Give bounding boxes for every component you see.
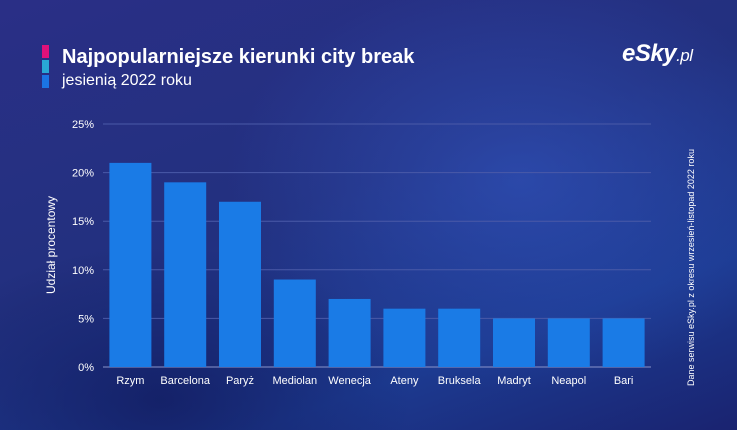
y-tick-label: 10% [72, 265, 94, 277]
x-category-label: Bruksela [438, 375, 482, 387]
x-category-label: Mediolan [272, 375, 317, 387]
x-category-label: Paryż [226, 375, 254, 387]
bar-barcelona [164, 182, 207, 367]
x-category-label: Neapol [551, 375, 586, 387]
x-category-label: Wenecja [328, 375, 371, 387]
bar-rzym [109, 162, 152, 367]
bar-wenecja [328, 298, 371, 367]
y-tick-label: 15% [72, 216, 94, 228]
bar-madryt [493, 318, 535, 367]
x-category-label: Madryt [497, 375, 531, 387]
x-category-label: Rzym [116, 375, 144, 387]
bar-paryż [219, 201, 261, 367]
accent-bar-blue [42, 75, 49, 88]
chart-title: Najpopularniejsze kierunki city break [62, 46, 415, 68]
y-tick-label: 20% [72, 168, 94, 180]
title-accent-bars [42, 45, 50, 90]
bar-neapol [547, 318, 590, 367]
x-category-label: Bari [614, 375, 634, 387]
bar-bari [602, 318, 645, 367]
x-category-label: Barcelona [160, 375, 210, 387]
chart-subtitle: jesienią 2022 roku [62, 72, 192, 89]
bar-ateny [383, 308, 426, 367]
esky-logo: eSky.pl [622, 40, 693, 68]
y-tick-label: 5% [78, 313, 94, 325]
logo-main-text: eSky [622, 40, 677, 67]
source-note: Dane serwisu eSky.pl z okresu wrzesień-l… [686, 149, 696, 386]
y-tick-label: 25% [72, 119, 94, 131]
y-axis-title: Udział procentowy [44, 196, 58, 294]
accent-bar-cyan [42, 60, 49, 73]
bar-bruksela [438, 308, 481, 367]
bar-mediolan [273, 279, 316, 367]
y-tick-label: 0% [78, 362, 94, 374]
x-category-label: Ateny [390, 375, 419, 387]
logo-suffix-text: .pl [676, 46, 693, 65]
accent-bar-pink [42, 45, 49, 58]
